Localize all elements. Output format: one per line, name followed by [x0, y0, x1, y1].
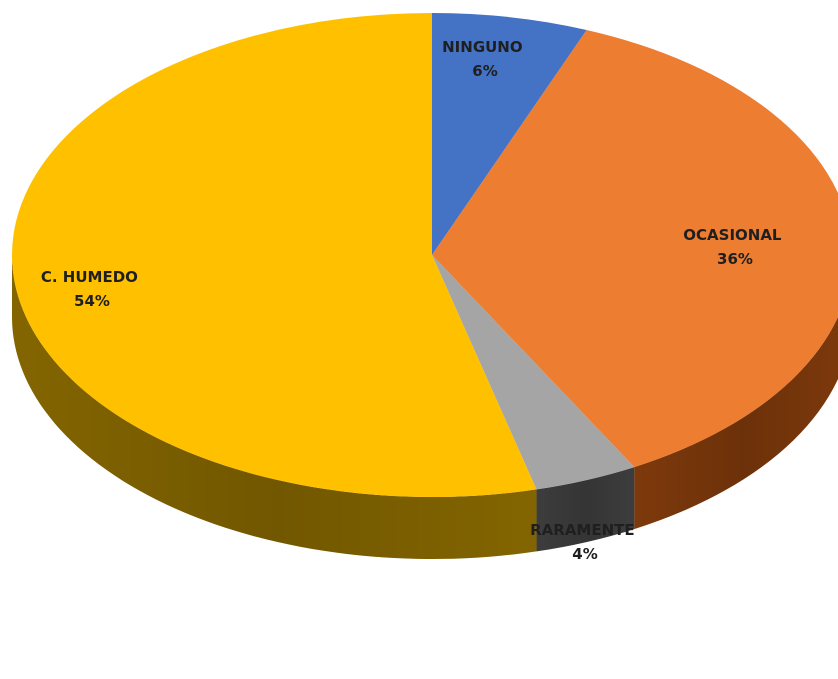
slice-label-ninguno: NINGUNO 6%: [442, 38, 528, 80]
pie-slices: [11, 13, 838, 497]
pie-slice-c-humedo: [11, 13, 537, 497]
pie-slice-ocasional: [432, 29, 838, 468]
slice-name-raramente: RARAMENTE: [530, 521, 635, 539]
pie-slice-raramente: [432, 255, 635, 490]
slice-label-ocasional: OCASIONAL 36%: [683, 226, 786, 268]
slice-name-ninguno: NINGUNO: [442, 38, 523, 56]
pie-slice-ninguno: [432, 13, 587, 255]
slice-value-ocasional: 36%: [717, 250, 753, 268]
pie-side-ocasional-shade: [634, 316, 838, 530]
slice-value-raramente: 4%: [572, 545, 597, 563]
slice-label-raramente: RARAMENTE 4%: [530, 521, 640, 563]
pie-sides: [12, 255, 838, 559]
pie-side-raramente-shade: [536, 467, 635, 552]
pie-labels: NINGUNO 6% OCASIONAL 36% RARAMENTE 4% C.…: [41, 38, 786, 563]
slice-value-ninguno: 6%: [472, 62, 497, 80]
slice-label-c-humedo: C. HUMEDO 54%: [41, 268, 143, 310]
pie-side-c-humedo-shade: [12, 255, 537, 559]
slice-name-ocasional: OCASIONAL: [683, 226, 782, 244]
slice-name-c-humedo: C. HUMEDO: [41, 268, 138, 286]
slice-value-c-humedo: 54%: [74, 292, 110, 310]
